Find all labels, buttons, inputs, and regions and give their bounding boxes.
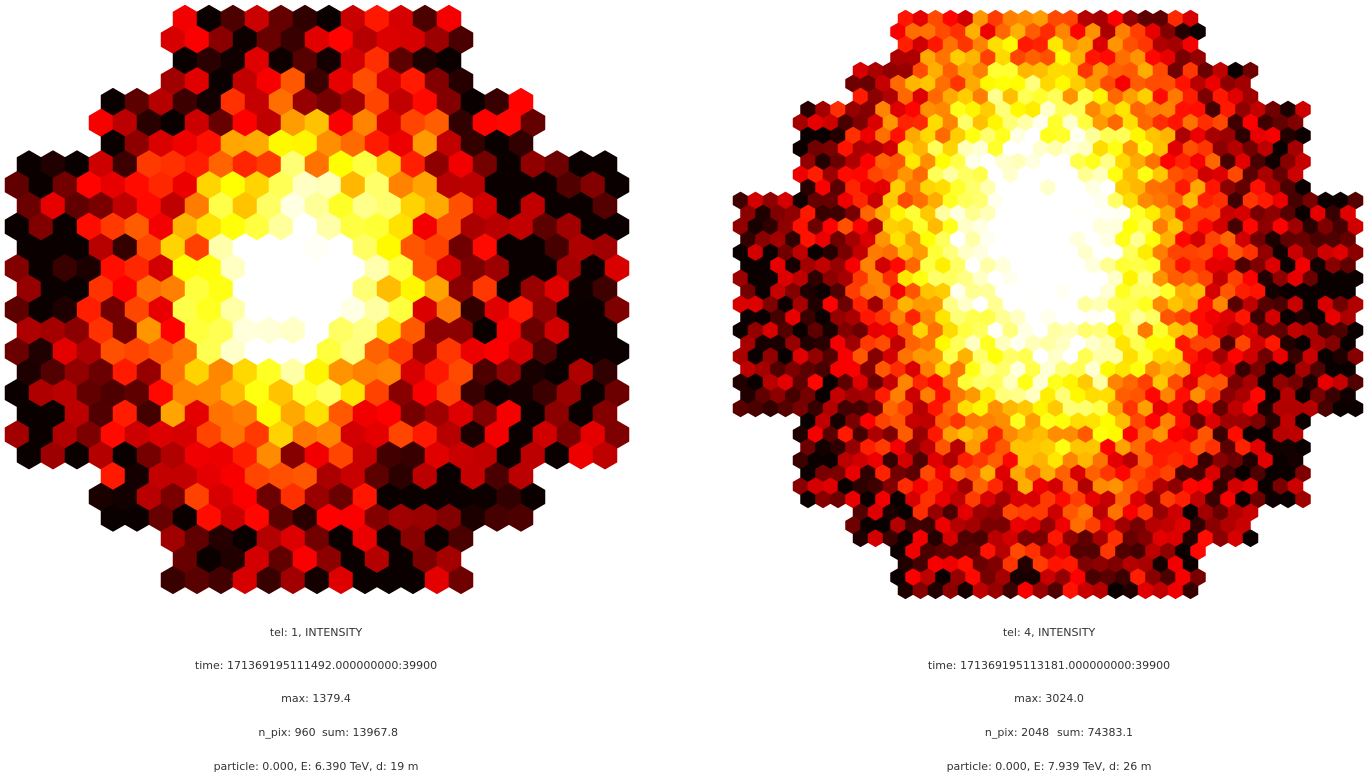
cameras — [5, 5, 1363, 599]
max-label: max: 1379.4 — [281, 692, 351, 705]
npix-label: n_pix: 960 — [258, 726, 315, 739]
npix-label: n_pix: 2048 — [985, 726, 1049, 739]
figure: tel: 1, INTENSITY time: 171369195111492.… — [0, 0, 1372, 776]
particle-label: particle: 0.000, E: 7.939 TeV, d: 26 m — [947, 760, 1152, 773]
page: tel: 1, INTENSITY time: 171369195111492.… — [0, 0, 1372, 776]
panel-title: tel: 1, INTENSITY — [270, 626, 363, 639]
sum-label: sum: 13967.8 — [322, 726, 398, 739]
sum-label: sum: 74383.1 — [1057, 726, 1133, 739]
max-label: max: 3024.0 — [1014, 692, 1084, 705]
time-label: time: 171369195113181.000000000:39900 — [928, 659, 1170, 672]
particle-label: particle: 0.000, E: 6.390 TeV, d: 19 m — [214, 760, 419, 773]
panel-title: tel: 4, INTENSITY — [1003, 626, 1096, 639]
time-label: time: 171369195111492.000000000:39900 — [195, 659, 437, 672]
